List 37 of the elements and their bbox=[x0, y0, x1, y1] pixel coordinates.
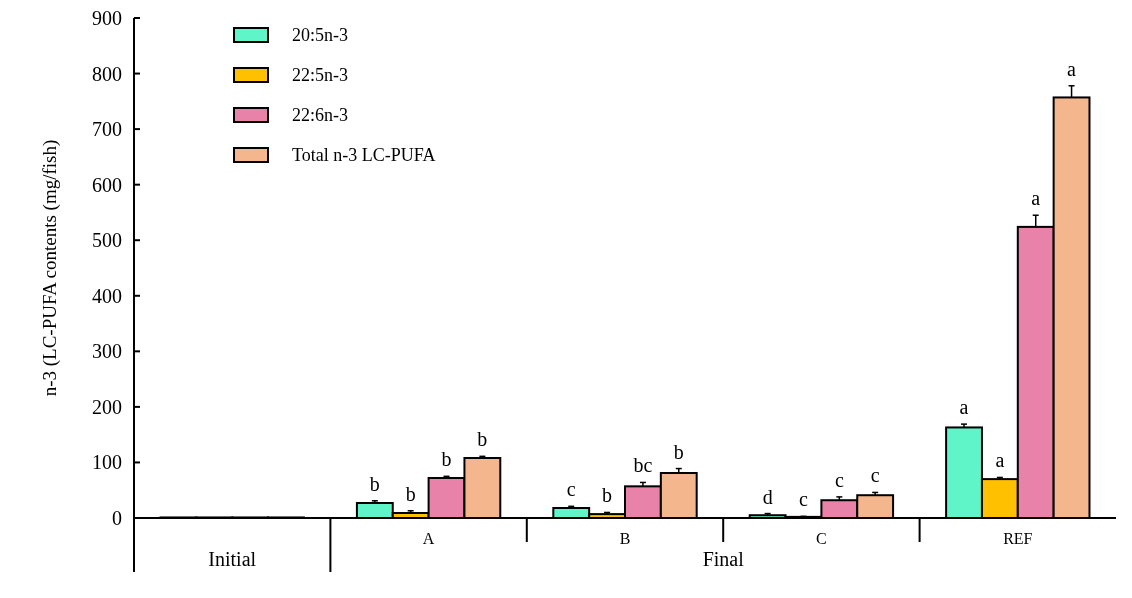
data-label: c bbox=[834, 468, 844, 491]
data-label: c bbox=[870, 464, 880, 487]
y-tick-label: 800 bbox=[92, 62, 122, 85]
y-axis-title: n-3 (LC-PUFA contents (mg/fish) bbox=[39, 139, 61, 397]
text: Final bbox=[702, 548, 745, 570]
data-label: b bbox=[673, 440, 684, 463]
x-tick-label: Initial bbox=[208, 548, 257, 570]
legend-label: 22:6n-3 bbox=[292, 105, 348, 126]
data-label: b bbox=[441, 448, 452, 471]
y-tick-label: 600 bbox=[92, 173, 122, 196]
data-label: a bbox=[995, 449, 1005, 472]
y-tick-label: 900 bbox=[92, 7, 122, 29]
data-label: bc bbox=[633, 454, 653, 477]
data-label: a bbox=[1067, 57, 1077, 80]
y-tick-label: 300 bbox=[92, 340, 122, 363]
y-tick-label: 0 bbox=[112, 507, 122, 529]
x-tick-label: REF bbox=[1003, 530, 1033, 547]
x-tick-label: A bbox=[422, 530, 435, 547]
data-label: c bbox=[799, 488, 809, 511]
y-tick-label: 400 bbox=[92, 284, 122, 307]
data-label: b bbox=[477, 428, 488, 451]
data-label: a bbox=[1031, 187, 1041, 210]
data-label: a bbox=[959, 396, 969, 419]
y-tick-label: 700 bbox=[92, 118, 122, 141]
legend-label: Total n-3 LC-PUFA bbox=[292, 145, 436, 166]
x-tick-label: B bbox=[619, 530, 631, 547]
y-tick-label: 200 bbox=[92, 395, 122, 418]
data-label: b bbox=[405, 482, 416, 505]
data-label: b bbox=[369, 472, 380, 495]
legend-label: 20:5n-3 bbox=[292, 25, 348, 46]
data-label: d bbox=[762, 485, 773, 508]
legend-label: 22:5n-3 bbox=[292, 65, 348, 86]
x-tick-label: C bbox=[816, 530, 827, 547]
data-label: b bbox=[602, 484, 613, 507]
data-label: c bbox=[566, 478, 576, 501]
y-tick-label: 100 bbox=[92, 451, 122, 474]
y-tick-label: 500 bbox=[92, 229, 122, 252]
